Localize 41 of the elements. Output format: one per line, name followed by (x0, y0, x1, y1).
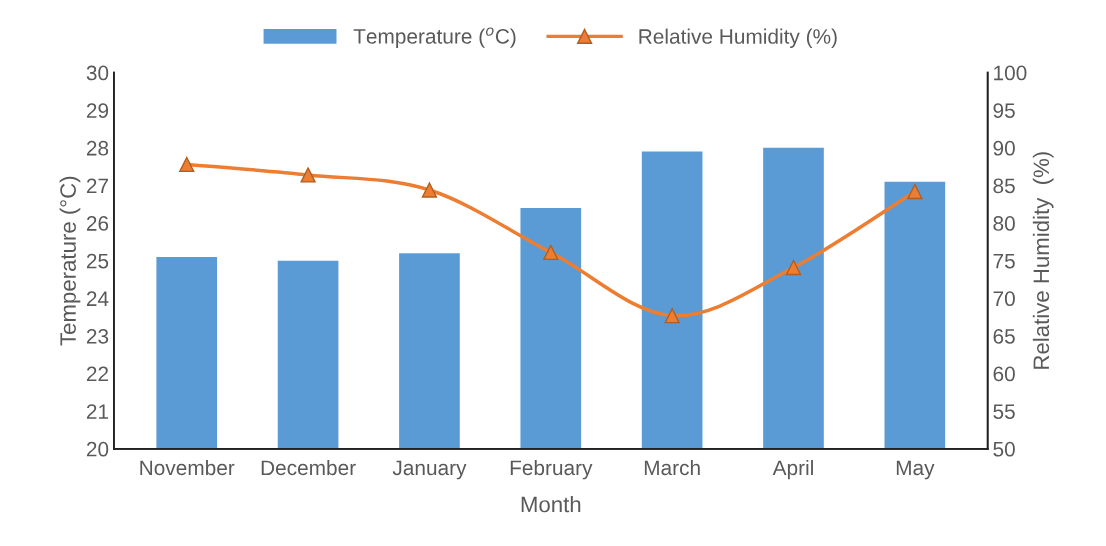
legend-label: Relative Humidity (%) (639, 28, 837, 48)
point (300, 167, 316, 183)
x-tick-label: May (896, 460, 935, 480)
y2-tick-label: 85 (993, 178, 1015, 194)
y2-tick-label: 90 (993, 140, 1015, 156)
y-tick-label: 28 (86, 140, 109, 156)
y-tick-label: 25 (86, 253, 109, 269)
y-tick-label: 22 (86, 366, 109, 382)
y2-tick-label: 50 (993, 441, 1015, 457)
y2-tick-label: 100 (994, 65, 1027, 81)
y2-tick-label: 80 (993, 216, 1015, 231)
x-tick-label: March (644, 459, 700, 476)
y-tick-label: 24 (86, 291, 109, 306)
point (543, 244, 559, 261)
y-tick-label: 23 (86, 328, 109, 344)
y-axis-title: Temperature (°C) (59, 176, 81, 346)
y2-tick-label: 65 (993, 328, 1015, 344)
y-tick-label: 29 (86, 103, 109, 118)
point (421, 182, 438, 198)
y-tick-label: 27 (86, 178, 109, 194)
y-tick-label: 26 (86, 216, 109, 231)
point (907, 183, 923, 200)
point (664, 307, 680, 324)
x-tick-label: November (140, 459, 235, 476)
y2-tick-label: 95 (993, 103, 1015, 118)
x-tick-label: February (510, 459, 593, 480)
y2-tick-label: 75 (993, 253, 1015, 269)
y-tick-label: 20 (86, 441, 109, 457)
y-tick-label: 21 (86, 404, 109, 419)
x-tick-label: April (772, 459, 813, 480)
y2-axis-title: Relative Humidity (%) (1032, 152, 1054, 369)
point (179, 156, 195, 173)
y2-tick-label: 55 (993, 404, 1015, 419)
legend-label: Temperature ($^{o}$C) (353, 27, 516, 48)
x-axis-title: Month (521, 496, 581, 513)
y-tick-label: 30 (86, 65, 109, 81)
y2-tick-label: 70 (993, 291, 1015, 307)
x-tick-label: December (261, 459, 356, 476)
y2-tick-label: 60 (993, 366, 1015, 382)
x-tick-label: January (392, 460, 467, 480)
point (785, 259, 802, 276)
